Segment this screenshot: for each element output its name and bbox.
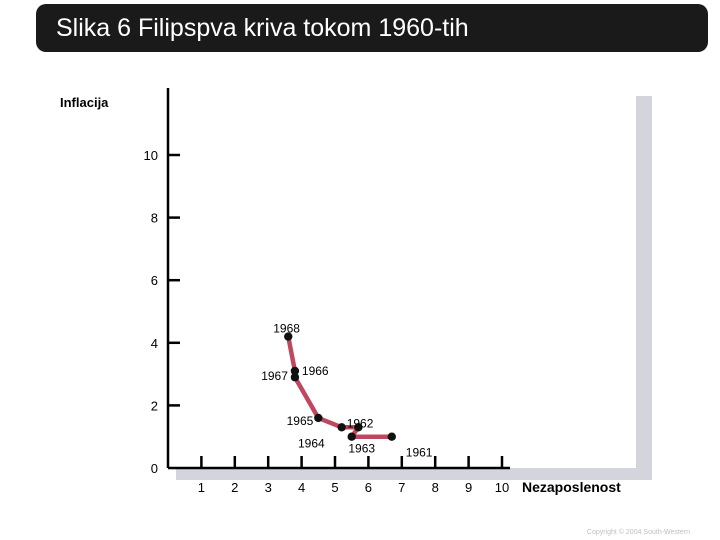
data-point-1965 bbox=[314, 413, 323, 423]
x-tick-label: 8 bbox=[432, 480, 439, 495]
data-point-1961 bbox=[387, 432, 396, 441]
x-tick-label: 4 bbox=[298, 480, 305, 495]
y-tick-label: 8 bbox=[151, 211, 158, 226]
x-tick-label: 9 bbox=[465, 480, 472, 495]
point-label-1961: 1961 bbox=[406, 446, 433, 460]
x-tick-label: 2 bbox=[231, 480, 238, 495]
x-tick-label: 6 bbox=[365, 480, 372, 495]
x-tick-label: 3 bbox=[265, 480, 272, 495]
x-tick-label: 10 bbox=[495, 480, 509, 495]
data-point-1962 bbox=[347, 432, 356, 441]
point-label-1968: 1968 bbox=[273, 322, 300, 336]
point-label-1966: 1966 bbox=[302, 364, 329, 378]
point-label-1964: 1964 bbox=[298, 436, 325, 450]
page-title: Slika 6 Filipspva kriva tokom 1960-tih bbox=[56, 14, 469, 42]
y-tick-label: 4 bbox=[151, 336, 158, 351]
y-tick-label: 10 bbox=[144, 148, 158, 163]
copyright-note: Copyright © 2004 South-Western bbox=[586, 529, 690, 536]
point-label-1967: 1967 bbox=[261, 369, 288, 383]
data-point-1968 bbox=[284, 332, 293, 341]
x-tick-label: 7 bbox=[398, 480, 405, 495]
point-label-1962: 1962 bbox=[347, 417, 374, 431]
point-label-1963: 1963 bbox=[348, 441, 375, 455]
x-tick-label: 5 bbox=[331, 480, 338, 495]
data-point-1966 bbox=[290, 373, 300, 382]
title-bar bbox=[36, 4, 708, 52]
plot-panel bbox=[168, 88, 636, 468]
y-tick-label: 2 bbox=[151, 398, 158, 413]
y-tick-label: 6 bbox=[151, 273, 158, 288]
y-tick-label: 0 bbox=[151, 461, 158, 476]
data-point-1967 bbox=[290, 366, 300, 376]
data-point-1963 bbox=[354, 423, 363, 432]
x-axis-label: Nezaposlenost bbox=[522, 479, 621, 495]
y-axis-label: Inflacija bbox=[60, 95, 109, 110]
point-label-1965: 1965 bbox=[287, 414, 314, 428]
x-tick-label: 1 bbox=[198, 480, 205, 495]
data-point-1964 bbox=[337, 423, 346, 432]
